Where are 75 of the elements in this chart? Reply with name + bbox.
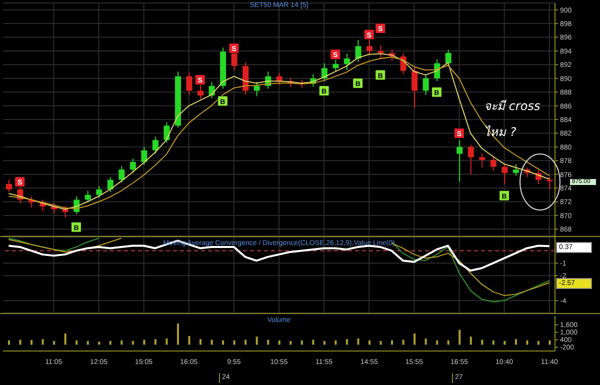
bar (436, 340, 438, 345)
candlestick (512, 164, 519, 176)
bar (346, 339, 348, 345)
candlestick (254, 81, 260, 97)
bar (323, 341, 326, 345)
bar (424, 338, 427, 345)
bar (526, 340, 528, 345)
candlestick (468, 144, 474, 175)
candlestick (96, 185, 102, 198)
candlestick (84, 190, 91, 203)
bar (233, 340, 236, 345)
candlestick (378, 44, 384, 60)
bar (98, 342, 100, 345)
bar (514, 339, 517, 345)
bar (548, 340, 551, 345)
bar (290, 341, 292, 345)
bar (278, 340, 280, 345)
bar (8, 340, 10, 345)
bar (300, 340, 303, 345)
bar (42, 339, 44, 345)
bar (132, 341, 134, 345)
bar (244, 340, 247, 345)
candlestick (107, 176, 114, 193)
bar (53, 341, 56, 345)
bar (481, 340, 484, 345)
bar (402, 340, 404, 345)
candlestick (164, 122, 170, 144)
bar (504, 341, 506, 345)
candlestick (152, 136, 158, 154)
candlestick (6, 179, 12, 193)
bar (357, 338, 360, 345)
candlestick (502, 162, 508, 184)
bar (334, 340, 337, 345)
candlestick (422, 74, 429, 96)
candlestick (490, 156, 496, 172)
candlestick (186, 72, 192, 96)
candlestick (344, 53, 350, 71)
bar (210, 340, 213, 345)
bar (368, 340, 370, 345)
candlestick (332, 58, 339, 72)
bar (470, 336, 472, 345)
candlestick (62, 205, 68, 218)
bar (312, 340, 314, 345)
bar (64, 334, 66, 345)
bar (537, 341, 540, 345)
candlestick (141, 146, 148, 166)
bar (447, 340, 450, 345)
candlestick (130, 158, 136, 174)
bar (200, 339, 202, 345)
candlestick (479, 153, 486, 168)
bar (120, 340, 123, 345)
bar (492, 340, 494, 345)
bar (176, 324, 179, 345)
candlestick (118, 166, 125, 184)
bar (414, 334, 416, 345)
bar (30, 340, 33, 345)
candlestick (355, 40, 362, 62)
bar (154, 339, 156, 345)
bar (109, 341, 112, 345)
bar (143, 340, 146, 345)
candlestick (321, 62, 328, 82)
bar (380, 341, 382, 345)
bar (188, 336, 190, 345)
bar (267, 340, 270, 345)
candlestick (456, 140, 463, 182)
bar (391, 340, 394, 345)
candlestick (412, 66, 418, 108)
bar (19, 340, 22, 345)
bar (76, 340, 78, 345)
bar (222, 340, 224, 345)
bar (166, 338, 168, 345)
bar (86, 341, 89, 345)
line-series (8, 240, 550, 272)
annotation: จะมี cross (484, 98, 540, 114)
bar (458, 330, 461, 345)
